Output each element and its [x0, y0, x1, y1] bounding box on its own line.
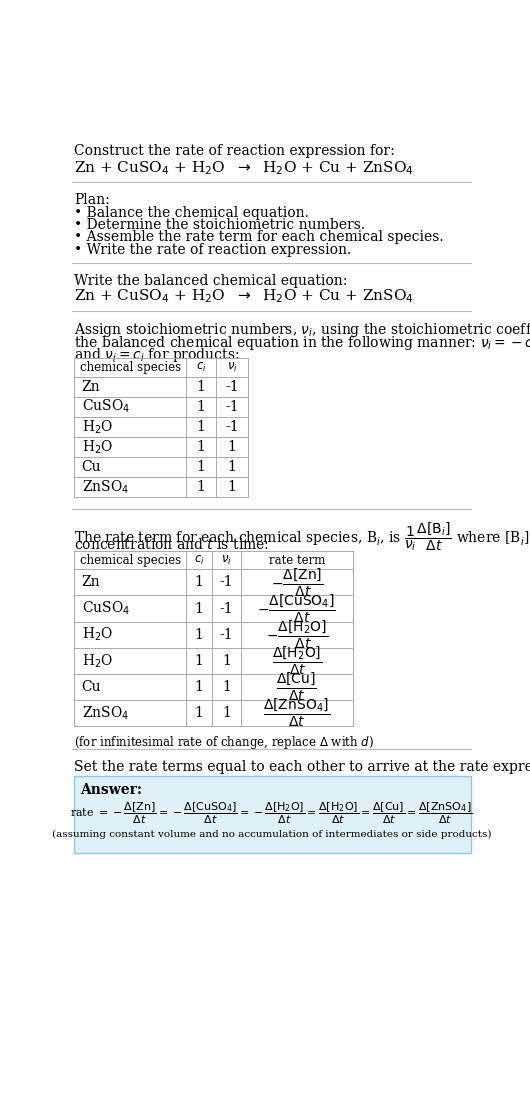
Text: • Balance the chemical equation.: • Balance the chemical equation. — [74, 206, 309, 220]
Text: H$_2$O: H$_2$O — [82, 653, 113, 669]
Text: $-\dfrac{\Delta[\mathrm{H_2O}]}{\Delta t}$: $-\dfrac{\Delta[\mathrm{H_2O}]}{\Delta t… — [266, 618, 328, 651]
Text: 1: 1 — [197, 400, 206, 414]
Text: Zn: Zn — [82, 575, 100, 589]
Text: The rate term for each chemical species, B$_i$, is $\dfrac{1}{\nu_i}\dfrac{\Delt: The rate term for each chemical species,… — [74, 520, 530, 553]
Text: • Assemble the rate term for each chemical species.: • Assemble the rate term for each chemic… — [74, 230, 444, 245]
Text: $\nu_i$: $\nu_i$ — [221, 554, 232, 567]
Text: 1: 1 — [197, 420, 206, 434]
Text: 1: 1 — [228, 440, 236, 454]
Text: Write the balanced chemical equation:: Write the balanced chemical equation: — [74, 274, 347, 288]
Text: 1: 1 — [195, 654, 204, 668]
Text: 1: 1 — [197, 440, 206, 454]
Text: -1: -1 — [219, 627, 233, 642]
Text: -1: -1 — [219, 602, 233, 616]
Text: (for infinitesimal rate of change, replace $\Delta$ with $d$): (for infinitesimal rate of change, repla… — [74, 734, 374, 751]
Text: $\dfrac{\Delta[\mathrm{H_2O}]}{\Delta t}$: $\dfrac{\Delta[\mathrm{H_2O}]}{\Delta t}… — [271, 645, 322, 677]
Text: 1: 1 — [222, 681, 231, 694]
Text: the balanced chemical equation in the following manner: $\nu_i = -c_i$ for react: the balanced chemical equation in the fo… — [74, 334, 530, 351]
Text: $\nu_i$: $\nu_i$ — [227, 361, 237, 374]
Text: chemical species: chemical species — [80, 554, 181, 566]
Text: -1: -1 — [219, 575, 233, 589]
Text: 1: 1 — [222, 654, 231, 668]
Text: $\dfrac{\Delta[\mathrm{Cu}]}{\Delta t}$: $\dfrac{\Delta[\mathrm{Cu}]}{\Delta t}$ — [277, 671, 317, 703]
Text: and $\nu_i = c_i$ for products:: and $\nu_i = c_i$ for products: — [74, 346, 240, 364]
Text: Set the rate terms equal to each other to arrive at the rate expression:: Set the rate terms equal to each other t… — [74, 761, 530, 774]
Text: 1: 1 — [195, 602, 204, 616]
Text: concentration and $t$ is time:: concentration and $t$ is time: — [74, 537, 269, 552]
Text: rate $= -\dfrac{\Delta[\mathrm{Zn}]}{\Delta t} = -\dfrac{\Delta[\mathrm{CuSO_4}]: rate $= -\dfrac{\Delta[\mathrm{Zn}]}{\De… — [70, 801, 473, 826]
Text: Plan:: Plan: — [74, 192, 110, 207]
Text: (assuming constant volume and no accumulation of intermediates or side products): (assuming constant volume and no accumul… — [52, 830, 491, 838]
Text: 1: 1 — [228, 480, 236, 494]
Text: Cu: Cu — [82, 681, 101, 694]
Text: H$_2$O: H$_2$O — [82, 626, 113, 644]
Text: 1: 1 — [197, 380, 206, 394]
Text: Zn + CuSO$_4$ + H$_2$O  $\rightarrow$  H$_2$O + Cu + ZnSO$_4$: Zn + CuSO$_4$ + H$_2$O $\rightarrow$ H$_… — [74, 159, 414, 177]
Text: Assign stoichiometric numbers, $\nu_i$, using the stoichiometric coefficients, $: Assign stoichiometric numbers, $\nu_i$, … — [74, 321, 530, 339]
Text: CuSO$_4$: CuSO$_4$ — [82, 599, 130, 617]
Text: 1: 1 — [222, 706, 231, 721]
Text: H$_2$O: H$_2$O — [82, 418, 113, 436]
Text: • Write the rate of reaction expression.: • Write the rate of reaction expression. — [74, 242, 351, 257]
Text: 1: 1 — [195, 681, 204, 694]
Text: $-\dfrac{\Delta[\mathrm{CuSO_4}]}{\Delta t}$: $-\dfrac{\Delta[\mathrm{CuSO_4}]}{\Delta… — [258, 593, 336, 625]
Text: Answer:: Answer: — [80, 783, 142, 797]
Text: $-\dfrac{\Delta[\mathrm{Zn}]}{\Delta t}$: $-\dfrac{\Delta[\mathrm{Zn}]}{\Delta t}$ — [271, 566, 323, 598]
Text: CuSO$_4$: CuSO$_4$ — [82, 398, 130, 416]
Text: -1: -1 — [225, 400, 239, 414]
Text: $c_i$: $c_i$ — [194, 554, 205, 567]
Text: ZnSO$_4$: ZnSO$_4$ — [82, 478, 129, 496]
Text: $\dfrac{\Delta[\mathrm{ZnSO_4}]}{\Delta t}$: $\dfrac{\Delta[\mathrm{ZnSO_4}]}{\Delta … — [263, 697, 330, 729]
Text: chemical species: chemical species — [80, 361, 181, 374]
Text: Construct the rate of reaction expression for:: Construct the rate of reaction expressio… — [74, 145, 395, 158]
Text: 1: 1 — [195, 706, 204, 721]
Text: 1: 1 — [197, 480, 206, 494]
Text: ZnSO$_4$: ZnSO$_4$ — [82, 705, 129, 722]
FancyBboxPatch shape — [74, 776, 471, 853]
Text: 1: 1 — [228, 460, 236, 474]
Text: H$_2$O: H$_2$O — [82, 438, 113, 456]
Text: 1: 1 — [197, 460, 206, 474]
Text: -1: -1 — [225, 420, 239, 434]
Text: Zn + CuSO$_4$ + H$_2$O  $\rightarrow$  H$_2$O + Cu + ZnSO$_4$: Zn + CuSO$_4$ + H$_2$O $\rightarrow$ H$_… — [74, 287, 414, 305]
Text: Cu: Cu — [82, 460, 101, 474]
Text: 1: 1 — [195, 575, 204, 589]
Text: -1: -1 — [225, 380, 239, 394]
Text: 1: 1 — [195, 627, 204, 642]
Text: • Determine the stoichiometric numbers.: • Determine the stoichiometric numbers. — [74, 218, 365, 232]
Text: $c_i$: $c_i$ — [196, 361, 207, 374]
Text: Zn: Zn — [82, 380, 100, 394]
Text: rate term: rate term — [269, 554, 325, 566]
